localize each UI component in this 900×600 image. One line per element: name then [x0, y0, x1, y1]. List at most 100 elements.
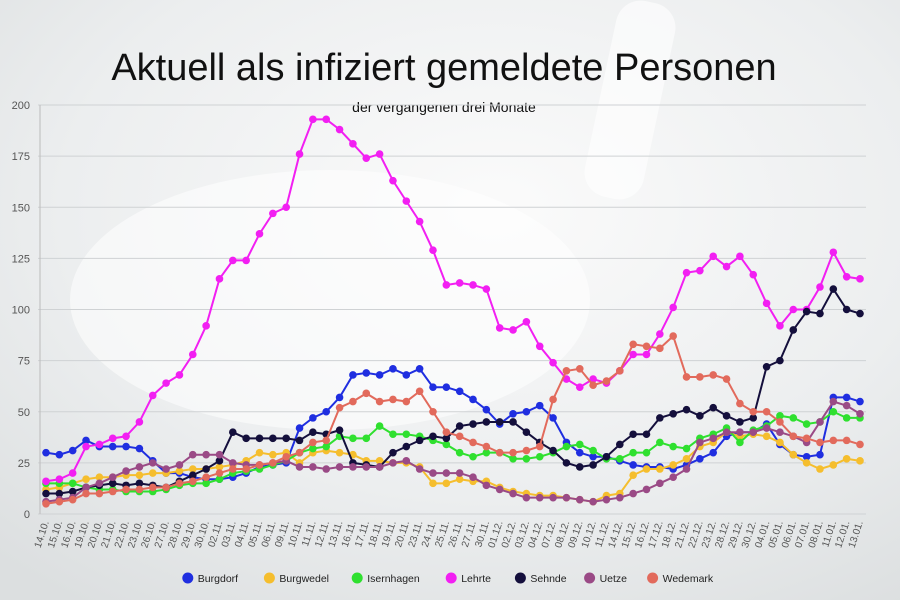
data-point [215, 463, 224, 471]
data-point [816, 283, 824, 291]
data-point [215, 469, 224, 477]
data-point [295, 150, 304, 158]
data-point [816, 309, 824, 318]
data-point [549, 493, 557, 502]
data-point [829, 248, 838, 257]
data-point [535, 342, 544, 351]
data-point [429, 383, 437, 392]
data-point [789, 326, 798, 334]
data-point [842, 401, 851, 410]
data-point [335, 125, 344, 134]
data-point [802, 452, 811, 461]
data-point [255, 448, 264, 457]
data-point [108, 479, 117, 488]
data-point [842, 454, 851, 463]
data-point [762, 424, 771, 432]
data-point [642, 465, 651, 473]
data-point [575, 383, 584, 392]
data-point [469, 395, 477, 404]
data-point [709, 403, 718, 412]
data-point [362, 369, 371, 377]
data-point [229, 428, 237, 437]
data-point [802, 434, 811, 443]
data-point [269, 459, 277, 467]
data-point [776, 438, 784, 447]
data-point [442, 434, 451, 443]
data-point [122, 432, 130, 441]
data-point [669, 303, 677, 312]
data-point [389, 395, 397, 404]
legend-label: Burgdorf [198, 573, 238, 585]
data-point [722, 262, 731, 271]
data-point [602, 495, 611, 504]
data-point [709, 371, 718, 379]
data-point [509, 326, 517, 334]
data-point [669, 473, 677, 481]
data-point [629, 448, 637, 457]
data-point [469, 420, 477, 428]
data-point [616, 367, 624, 375]
data-point [82, 475, 90, 484]
data-point [509, 454, 517, 463]
data-point [242, 434, 250, 443]
data-point [135, 463, 144, 471]
data-point [495, 485, 504, 494]
data-point [842, 393, 851, 402]
data-point [335, 393, 344, 402]
data-point [335, 426, 344, 434]
data-point [375, 371, 384, 379]
data-point [95, 473, 104, 481]
data-point [68, 469, 77, 477]
data-point [482, 285, 491, 293]
data-point [269, 209, 277, 218]
data-point [575, 448, 584, 457]
data-point [82, 489, 90, 498]
data-point [322, 442, 331, 451]
data-point [175, 479, 184, 488]
data-point [469, 281, 477, 289]
series [42, 428, 864, 506]
data-point [709, 448, 718, 457]
data-point [522, 454, 531, 463]
y-tick-label: 175 [12, 151, 30, 163]
data-point [522, 493, 531, 502]
data-point [135, 479, 144, 488]
data-point [389, 448, 397, 457]
data-point [562, 442, 571, 451]
data-point [402, 197, 411, 205]
data-point [455, 448, 464, 457]
data-point [656, 344, 664, 353]
series [42, 332, 864, 508]
data-point [736, 252, 744, 261]
data-point [162, 465, 170, 473]
data-point [349, 140, 357, 148]
data-point [202, 473, 210, 481]
data-point [495, 324, 504, 332]
data-point [108, 434, 117, 443]
data-point [535, 452, 544, 461]
data-point [789, 432, 798, 441]
data-point [509, 448, 517, 457]
data-point [415, 217, 424, 226]
data-point [215, 457, 224, 465]
data-point [535, 442, 544, 451]
data-point [68, 487, 77, 496]
data-point [148, 459, 157, 467]
data-point [442, 281, 451, 289]
legend-label: Sehnde [530, 573, 566, 585]
data-point [108, 473, 117, 481]
chart-subtitle: der vergangenen drei Monate [352, 99, 536, 115]
data-point [656, 414, 664, 422]
legend-marker [182, 572, 194, 584]
data-point [482, 442, 491, 451]
data-point [402, 457, 411, 465]
data-point [429, 469, 437, 477]
data-point [135, 418, 144, 426]
data-point [122, 485, 130, 494]
data-point [295, 463, 304, 471]
data-point [55, 497, 64, 506]
data-point [642, 448, 651, 457]
series [42, 397, 864, 506]
legend-label: Burgwedel [279, 573, 329, 585]
